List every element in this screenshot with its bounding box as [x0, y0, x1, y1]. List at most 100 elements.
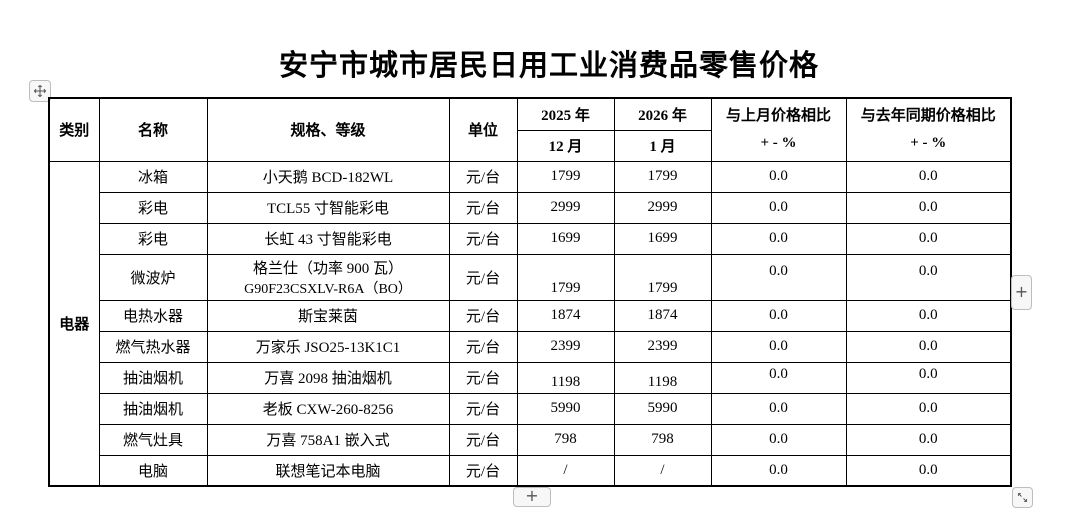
- table-row: 燃气热水器 万家乐 JSO25-13K1C1 元/台 2399 2399 0.0…: [49, 330, 1012, 363]
- cell-unit[interactable]: 元/台: [448, 423, 518, 456]
- cell-name[interactable]: 燃气灶具: [98, 423, 208, 456]
- cell-vs-month[interactable]: 0.0: [710, 299, 847, 332]
- table-row: 电器 冰箱 小天鹅 BCD-182WL 元/台 1799 1799 0.0 0.…: [48, 160, 1012, 487]
- cell-spec[interactable]: 小天鹅 BCD-182WL: [206, 160, 450, 193]
- cell-vs-year[interactable]: 0.0: [845, 253, 1012, 301]
- table-row: 电脑 联想笔记本电脑 元/台 / / 0.0 0.0: [49, 454, 1012, 487]
- cell-spec[interactable]: 万家乐 JSO25-13K1C1: [206, 330, 450, 363]
- cell-name[interactable]: 微波炉: [98, 253, 208, 301]
- header-month-1[interactable]: 1 月: [613, 129, 712, 162]
- cell-price-dec[interactable]: 798: [516, 423, 615, 456]
- spec-line2: G90F23CSXLV-R6A（BO）: [244, 281, 412, 297]
- cell-name[interactable]: 彩电: [98, 191, 208, 224]
- cell-name[interactable]: 电热水器: [98, 299, 208, 332]
- cell-vs-month[interactable]: 0.0: [710, 222, 847, 255]
- cell-price-jan[interactable]: 1198: [613, 361, 712, 394]
- table-row: 燃气灶具 万喜 758A1 嵌入式 元/台 798 798 0.0 0.0: [49, 423, 1012, 456]
- cell-vs-month[interactable]: 0.0: [710, 253, 847, 301]
- cell-name[interactable]: 抽油烟机: [98, 392, 208, 425]
- cell-price-dec[interactable]: 1799: [516, 253, 615, 301]
- cell-spec[interactable]: 万喜 2098 抽油烟机: [206, 361, 450, 394]
- cell-price-dec[interactable]: 2999: [516, 191, 615, 224]
- cell-spec[interactable]: 老板 CXW-260-8256: [206, 392, 450, 425]
- cell-unit[interactable]: 元/台: [448, 361, 518, 394]
- cell-vs-year[interactable]: 0.0: [845, 392, 1012, 425]
- cell-name[interactable]: 冰箱: [98, 160, 208, 193]
- header-year-2026[interactable]: 2026 年: [613, 97, 712, 131]
- cell-spec[interactable]: 万喜 758A1 嵌入式: [206, 423, 450, 456]
- cell-price-jan[interactable]: 1799: [613, 160, 712, 193]
- cell-vs-year[interactable]: 0.0: [845, 454, 1012, 487]
- cell-price-dec[interactable]: 1699: [516, 222, 615, 255]
- table-resize-handle[interactable]: [1012, 487, 1033, 508]
- cell-unit[interactable]: 元/台: [448, 191, 518, 224]
- header-vs-last-year[interactable]: 与去年同期价格相比 + - %: [845, 97, 1012, 162]
- cell-spec[interactable]: 长虹 43 寸智能彩电: [206, 222, 450, 255]
- vs-last-month-line2: + - %: [760, 134, 797, 151]
- header-name[interactable]: 名称: [98, 97, 208, 162]
- add-column-button[interactable]: +: [1011, 275, 1032, 310]
- cell-name[interactable]: 燃气热水器: [98, 330, 208, 363]
- cell-price-dec[interactable]: 2399: [516, 330, 615, 363]
- cell-name[interactable]: 抽油烟机: [98, 361, 208, 394]
- cell-price-jan[interactable]: 798: [613, 423, 712, 456]
- cell-price-jan[interactable]: 5990: [613, 392, 712, 425]
- header-vs-last-month[interactable]: 与上月价格相比 + - %: [710, 97, 847, 162]
- cell-price-dec[interactable]: 5990: [516, 392, 615, 425]
- cell-unit[interactable]: 元/台: [448, 222, 518, 255]
- cell-unit[interactable]: 元/台: [448, 454, 518, 487]
- cell-vs-year[interactable]: 0.0: [845, 361, 1012, 394]
- cell-vs-month[interactable]: 0.0: [710, 160, 847, 193]
- cell-spec[interactable]: 格兰仕（功率 900 瓦） G90F23CSXLV-R6A（BO）: [206, 253, 450, 301]
- cell-vs-month[interactable]: 0.0: [710, 361, 847, 394]
- table-row: 抽油烟机 老板 CXW-260-8256 元/台 5990 5990 0.0 0…: [49, 392, 1012, 425]
- vs-last-month-line1: 与上月价格相比: [725, 107, 831, 124]
- cell-unit[interactable]: 元/台: [448, 160, 518, 193]
- cell-vs-year[interactable]: 0.0: [845, 222, 1012, 255]
- header-year-2025[interactable]: 2025 年: [516, 97, 615, 131]
- table-row: 彩电 长虹 43 寸智能彩电 元/台 1699 1699 0.0 0.0: [49, 222, 1012, 255]
- cell-vs-month[interactable]: 0.0: [710, 392, 847, 425]
- add-row-button[interactable]: +: [513, 487, 551, 507]
- cell-spec[interactable]: 斯宝莱茵: [206, 299, 450, 332]
- table-row: 彩电 TCL55 寸智能彩电 元/台 2999 2999 0.0 0.0: [49, 191, 1012, 224]
- cell-price-dec[interactable]: 1874: [516, 299, 615, 332]
- cell-price-jan[interactable]: 1699: [613, 222, 712, 255]
- cell-price-jan[interactable]: 1874: [613, 299, 712, 332]
- cell-vs-month[interactable]: 0.0: [710, 454, 847, 487]
- cell-name[interactable]: 彩电: [98, 222, 208, 255]
- cell-unit[interactable]: 元/台: [448, 330, 518, 363]
- cell-price-dec[interactable]: 1198: [516, 361, 615, 394]
- cell-vs-year[interactable]: 0.0: [845, 191, 1012, 224]
- cell-vs-year[interactable]: 0.0: [845, 330, 1012, 363]
- header-category[interactable]: 类别: [48, 97, 100, 162]
- spec-line1: 格兰仕（功率 900 瓦）: [252, 260, 403, 277]
- cell-category[interactable]: 电器: [48, 160, 100, 487]
- cell-price-dec[interactable]: 1799: [516, 160, 615, 193]
- cell-unit[interactable]: 元/台: [448, 299, 518, 332]
- resize-diagonal-icon: [1016, 491, 1029, 504]
- cell-unit[interactable]: 元/台: [448, 392, 518, 425]
- cell-name[interactable]: 电脑: [98, 454, 208, 487]
- header-month-12[interactable]: 12 月: [516, 129, 615, 162]
- cell-price-jan[interactable]: /: [613, 454, 712, 487]
- move-icon: [33, 84, 47, 98]
- header-unit[interactable]: 单位: [448, 97, 518, 162]
- table-row: 微波炉 格兰仕（功率 900 瓦） G90F23CSXLV-R6A（BO） 元/…: [49, 253, 1012, 301]
- table-move-handle[interactable]: [29, 80, 51, 102]
- cell-spec[interactable]: 联想笔记本电脑: [206, 454, 450, 487]
- cell-unit[interactable]: 元/台: [448, 253, 518, 301]
- cell-price-dec[interactable]: /: [516, 454, 615, 487]
- cell-vs-month[interactable]: 0.0: [710, 330, 847, 363]
- table-row: 抽油烟机 万喜 2098 抽油烟机 元/台 1198 1198 0.0 0.0: [49, 361, 1012, 394]
- cell-vs-year[interactable]: 0.0: [845, 160, 1012, 193]
- cell-spec[interactable]: TCL55 寸智能彩电: [206, 191, 450, 224]
- cell-vs-month[interactable]: 0.0: [710, 191, 847, 224]
- cell-vs-year[interactable]: 0.0: [845, 299, 1012, 332]
- cell-vs-year[interactable]: 0.0: [845, 423, 1012, 456]
- cell-price-jan[interactable]: 2999: [613, 191, 712, 224]
- cell-price-jan[interactable]: 1799: [613, 253, 712, 301]
- cell-vs-month[interactable]: 0.0: [710, 423, 847, 456]
- cell-price-jan[interactable]: 2399: [613, 330, 712, 363]
- header-spec[interactable]: 规格、等级: [206, 97, 450, 162]
